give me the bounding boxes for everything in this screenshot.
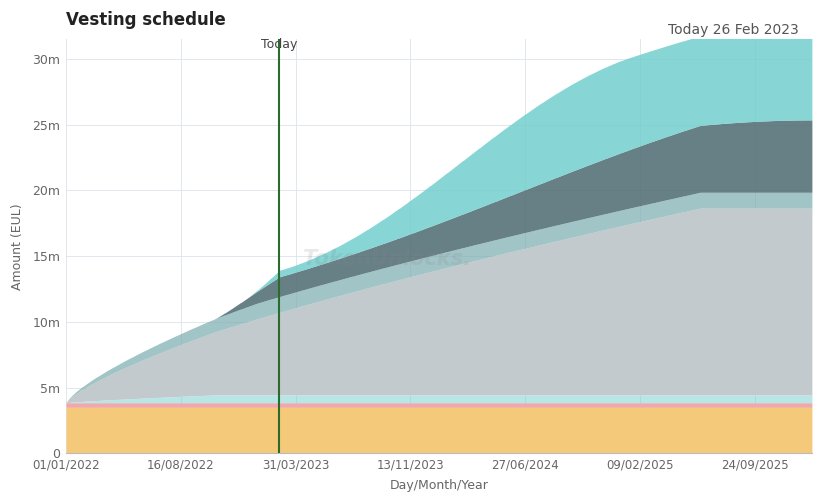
Text: Today 26 Feb 2023: Today 26 Feb 2023 <box>667 23 798 37</box>
Text: Today: Today <box>261 38 297 51</box>
Y-axis label: Amount (EUL): Amount (EUL) <box>12 203 24 290</box>
X-axis label: Day/Month/Year: Day/Month/Year <box>389 479 488 492</box>
Text: TokenUnlocks.: TokenUnlocks. <box>303 248 471 269</box>
Text: Vesting schedule: Vesting schedule <box>66 11 226 29</box>
